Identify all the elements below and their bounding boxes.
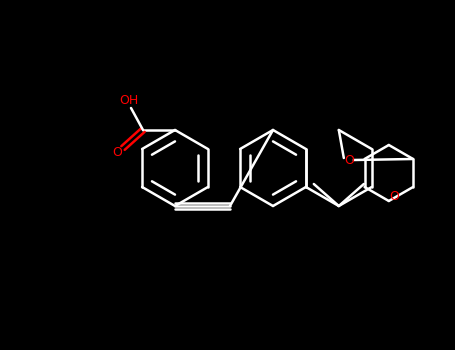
Text: OH: OH <box>119 93 139 106</box>
Text: O: O <box>344 154 354 168</box>
Text: O: O <box>112 146 122 159</box>
Text: O: O <box>389 189 399 203</box>
